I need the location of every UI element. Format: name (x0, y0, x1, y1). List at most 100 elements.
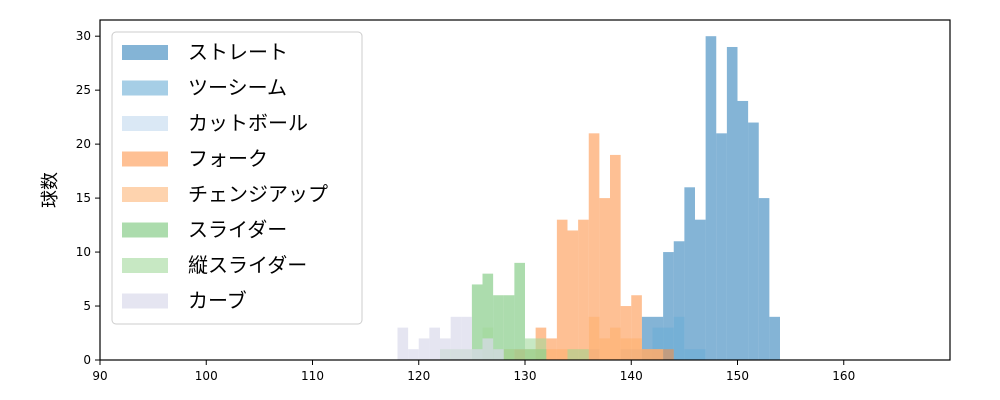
y-tick-label: 5 (83, 299, 91, 313)
y-axis-label: 球数 (40, 172, 61, 208)
x-tick-label: 110 (301, 369, 324, 383)
histogram-bar (758, 198, 770, 360)
histogram-bar (673, 316, 685, 360)
legend-item: 縦スライダー (122, 253, 307, 277)
legend: ストレートツーシームカットボールフォークチェンジアップスライダー縦スライダーカー… (111, 31, 363, 325)
x-tick-label: 160 (832, 369, 855, 383)
histogram-bar (578, 349, 589, 360)
x-tick-label: 140 (620, 369, 643, 383)
histogram-bar (620, 306, 632, 360)
y-tick-label: 15 (76, 191, 91, 205)
x-tick-label: 150 (726, 369, 749, 383)
histogram-bar (471, 349, 483, 360)
legend-swatch (122, 45, 168, 60)
histogram-bar (726, 46, 738, 360)
histogram-bar (663, 327, 674, 360)
legend-label: ストレート (188, 40, 288, 64)
histogram-bar (599, 338, 610, 360)
legend-item: フォーク (122, 147, 268, 171)
histogram-bar (695, 349, 706, 360)
legend-label: カットボール (188, 111, 308, 135)
histogram-bar (461, 316, 472, 360)
histogram-bar (631, 338, 642, 360)
series-7 (397, 316, 504, 360)
legend-swatch (122, 258, 168, 273)
histogram-bar (482, 273, 494, 360)
legend-label: フォーク (188, 147, 268, 171)
histogram-bar (567, 349, 579, 360)
legend-label: チェンジアップ (188, 182, 328, 206)
legend-item: ストレート (122, 40, 288, 64)
histogram-bar (482, 338, 494, 360)
y-tick-label: 30 (76, 29, 91, 43)
histogram-bar (652, 327, 664, 360)
legend-label: 縦スライダー (188, 253, 307, 277)
legend-swatch (122, 293, 168, 309)
histogram-bar (418, 338, 430, 360)
histogram-bar (610, 327, 621, 360)
histogram-bar (705, 36, 717, 360)
y-tick-label: 0 (83, 353, 91, 367)
histogram-bar (429, 327, 440, 360)
histogram-bar (450, 316, 462, 360)
legend-item: ツーシーム (122, 76, 287, 100)
histogram-bar (695, 219, 706, 360)
histogram-bar (652, 349, 664, 360)
histogram-bar (514, 262, 525, 360)
legend-label: ツーシーム (188, 76, 287, 100)
x-tick-label: 100 (195, 369, 218, 383)
legend-label: スライダー (188, 218, 287, 242)
legend-box (111, 31, 363, 325)
x-tick-label: 120 (407, 369, 430, 383)
histogram-bar (641, 349, 653, 360)
histogram-bar (493, 295, 504, 360)
histogram-bar (673, 241, 685, 360)
legend-swatch (122, 116, 168, 131)
histogram-bar (641, 316, 653, 360)
histogram-bar (546, 349, 557, 360)
legend-swatch (122, 151, 168, 167)
legend-item: チェンジアップ (122, 182, 328, 206)
y-tick-label: 25 (76, 83, 91, 97)
axes-layer: 90 100 110 120 130 140 150 160 0 5 10 15 20 25 30 (76, 19, 951, 383)
x-tick-label: 130 (514, 369, 537, 383)
y-tick-label: 20 (76, 137, 91, 151)
histogram-bar (535, 338, 547, 360)
histogram-bar (599, 198, 610, 360)
legend-swatch (122, 222, 168, 238)
histogram-bar (471, 284, 483, 360)
histogram-bar (684, 187, 695, 360)
histogram-bar (493, 349, 504, 360)
histogram-bar (503, 295, 515, 360)
histogram-bar (748, 122, 759, 361)
histogram-bar (663, 349, 674, 360)
histogram-bar (610, 154, 621, 360)
histogram-bar (556, 219, 568, 360)
legend-item: スライダー (122, 218, 287, 242)
histogram-bar (556, 349, 568, 360)
x-tick-label: 90 (92, 369, 107, 383)
legend-swatch (122, 187, 168, 202)
histogram-bar (769, 316, 780, 360)
bars-layer (397, 36, 780, 361)
series-0 (641, 36, 780, 361)
histogram-bar (620, 338, 632, 360)
legend-label: カーブ (188, 289, 247, 313)
histogram-bar (408, 349, 419, 360)
histogram-bar (716, 133, 727, 360)
histogram-bar (440, 338, 451, 360)
histogram-bar (588, 316, 600, 360)
histogram-bar (631, 295, 642, 360)
histogram-bar (737, 100, 749, 360)
legend-item: カットボール (122, 111, 308, 135)
histogram-bar (503, 349, 515, 360)
y-tick-label: 10 (76, 245, 91, 259)
legend-swatch (122, 80, 168, 96)
histogram-bar (567, 230, 579, 360)
series-1 (652, 316, 706, 360)
histogram-bar (578, 219, 589, 360)
histogram-bar (525, 338, 536, 360)
histogram-bar (397, 327, 409, 360)
histogram-bar (588, 133, 600, 360)
